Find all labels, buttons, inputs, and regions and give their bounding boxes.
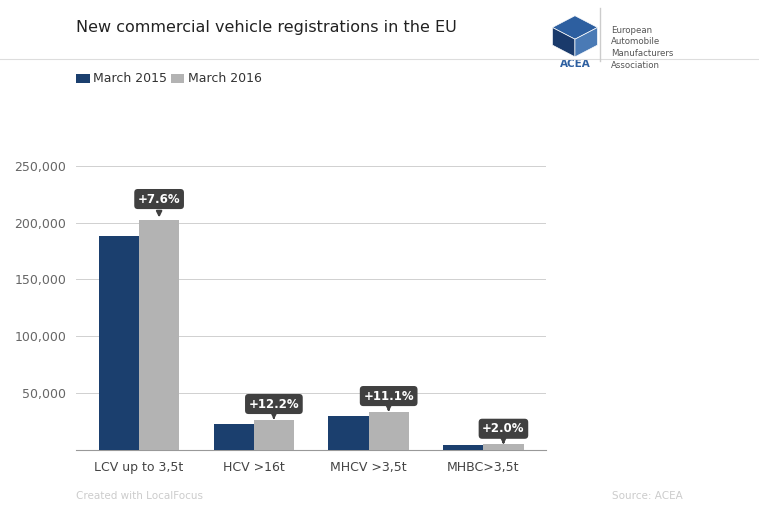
Text: New commercial vehicle registrations in the EU: New commercial vehicle registrations in … bbox=[76, 20, 457, 35]
Polygon shape bbox=[575, 28, 597, 57]
Bar bbox=[213, 424, 254, 450]
Bar bbox=[139, 220, 179, 450]
Bar bbox=[329, 415, 369, 450]
Text: March 2015: March 2015 bbox=[93, 72, 167, 85]
Text: Source: ACEA: Source: ACEA bbox=[613, 491, 683, 501]
Polygon shape bbox=[553, 16, 597, 39]
Text: +12.2%: +12.2% bbox=[249, 398, 299, 417]
Bar bbox=[254, 420, 294, 450]
Text: +11.1%: +11.1% bbox=[364, 389, 414, 410]
Bar bbox=[443, 445, 483, 450]
Bar bbox=[99, 236, 139, 450]
Polygon shape bbox=[553, 28, 575, 57]
Text: ACEA: ACEA bbox=[559, 59, 591, 68]
Bar bbox=[369, 412, 409, 450]
Text: +2.0%: +2.0% bbox=[482, 422, 524, 443]
Text: Created with LocalFocus: Created with LocalFocus bbox=[76, 491, 203, 501]
Text: March 2016: March 2016 bbox=[188, 72, 262, 85]
Bar bbox=[483, 445, 524, 450]
Text: European
Automobile
Manufacturers
Association: European Automobile Manufacturers Associ… bbox=[611, 26, 673, 70]
Text: +7.6%: +7.6% bbox=[138, 193, 181, 215]
